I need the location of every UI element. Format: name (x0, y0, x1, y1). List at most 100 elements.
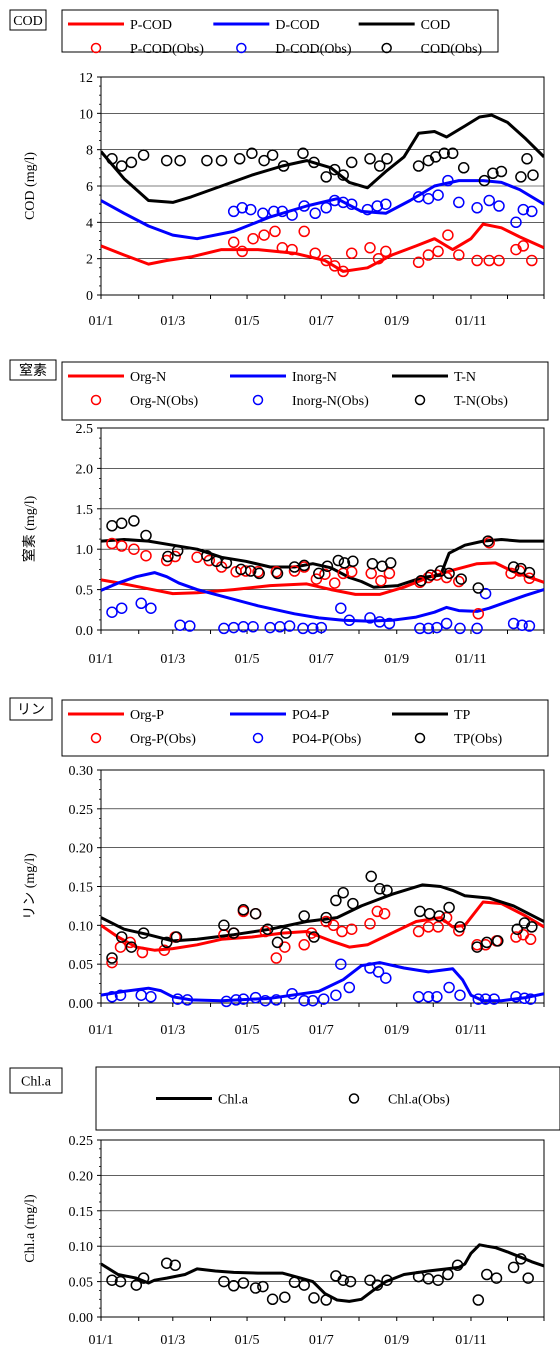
obs-point-org-p-obs- (298, 939, 310, 951)
obs-point-chl-a-obs- (279, 1291, 291, 1303)
obs-point-org-n-obs- (310, 573, 323, 585)
obs-point-p-cod-obs- (493, 254, 505, 267)
obs-point-org-p-obs- (378, 907, 391, 920)
legend-label: Chl.a (218, 1093, 249, 1108)
obs-point-inorg-n-obs- (422, 622, 435, 635)
obs-point-chl-a-obs- (130, 1279, 143, 1291)
y-tick-label: 1.0 (76, 543, 94, 558)
obs-point-p-cod-obs- (236, 245, 248, 258)
legend-label: Inorg-N (292, 370, 337, 385)
obs-point-d-cod-obs- (526, 205, 538, 218)
chart-tag: リン (17, 703, 45, 718)
obs-point-chl-a-obs- (249, 1282, 262, 1294)
obs-point-p-cod-obs- (298, 225, 310, 238)
obs-point-tp-obs- (381, 884, 393, 897)
x-tick-label: 01/3 (160, 652, 185, 667)
obs-point-po4-p-obs- (335, 958, 347, 970)
obs-point-t-n-obs- (298, 559, 310, 572)
obs-point-d-cod-obs- (236, 202, 248, 214)
y-axis-title: リン (mg/l) (23, 853, 38, 920)
obs-point-tp-obs- (308, 931, 320, 943)
obs-point-po4-p-obs- (372, 966, 385, 978)
obs-point-org-p-obs- (432, 921, 444, 933)
obs-point-inorg-n-obs- (414, 622, 426, 635)
x-tick-label: 01/3 (160, 1333, 185, 1348)
obs-point-cod-obs- (527, 169, 539, 181)
obs-point-d-cod-obs- (361, 203, 374, 216)
obs-point-po4-p-obs- (317, 993, 330, 1005)
obs-point-chl-a-obs- (237, 1277, 250, 1289)
obs-point-inorg-n-obs- (184, 620, 196, 632)
obs-point-org-p-obs- (259, 925, 272, 938)
obs-point-inorg-n-obs- (516, 619, 528, 631)
x-tick-label: 01/11 (455, 1333, 486, 1348)
obs-point-d-cod-obs- (328, 194, 341, 207)
y-tick-label: 0.10 (69, 1240, 94, 1255)
obs-point-d-cod-obs- (442, 174, 454, 187)
obs-point-p-cod-obs- (258, 229, 270, 241)
obs-point-t-n-obs- (162, 550, 174, 563)
y-tick-label: 0.25 (69, 1134, 94, 1149)
obs-point-t-n-obs- (415, 574, 427, 587)
obs-point-cod-obs- (246, 147, 258, 160)
obs-point-tp-obs- (526, 921, 538, 933)
obs-point-po4-p-obs- (298, 994, 310, 1007)
obs-point-org-n-obs- (422, 571, 435, 584)
obs-point-org-n-obs- (115, 540, 128, 552)
obs-point-tp-obs- (298, 910, 310, 922)
obs-point-po4-p-obs- (237, 993, 250, 1005)
y-tick-label: 0.00 (69, 997, 94, 1012)
obs-point-inorg-n-obs- (135, 597, 147, 610)
series-line-org-n (101, 561, 544, 596)
y-tick-label: 0.25 (69, 803, 94, 818)
x-tick-label: 01/9 (384, 652, 409, 667)
obs-point-inorg-n-obs- (471, 622, 483, 635)
obs-point-tp-obs- (125, 941, 138, 953)
obs-point-t-n-obs- (434, 565, 447, 577)
obs-point-p-cod-obs- (380, 245, 392, 258)
obs-point-t-n-obs- (472, 582, 485, 594)
obs-point-d-cod-obs- (380, 198, 392, 210)
obs-point-chl-a-obs- (137, 1272, 150, 1284)
obs-point-d-cod-obs- (337, 196, 349, 209)
legend-box (61, 361, 549, 421)
y-axis-title: COD (mg/l) (23, 152, 38, 220)
obs-point-org-p-obs- (158, 944, 171, 956)
obs-point-org-n-obs- (240, 565, 252, 577)
legend-label: Org-N(Obs) (130, 394, 199, 409)
obs-point-tp-obs- (433, 910, 446, 922)
obs-point-cod-obs- (412, 160, 425, 172)
obs-point-chl-a-obs- (381, 1274, 393, 1286)
obs-point-d-cod-obs- (345, 198, 358, 210)
x-tick-label: 01/11 (455, 1023, 486, 1038)
obs-point-tp-obs- (218, 919, 230, 932)
obs-point-d-cod-obs- (471, 202, 483, 214)
obs-point-cod-obs- (515, 171, 527, 183)
legend-label: TP (454, 708, 471, 723)
legend-label: PO4-P(Obs) (292, 732, 362, 747)
x-tick-label: 01/1 (89, 1023, 114, 1038)
obs-point-cod-obs- (364, 153, 376, 165)
obs-point-t-n-obs- (220, 557, 233, 569)
y-tick-label: 1.5 (76, 503, 94, 518)
obs-point-inorg-n-obs- (364, 612, 376, 624)
obs-point-p-cod-obs- (286, 243, 298, 256)
chart-1: 窒素 Org-N Inorg-N T-N Org-N(Obs) Inorg-N(Obs) T… (9, 359, 549, 667)
obs-point-p-cod-obs- (328, 260, 341, 272)
obs-point-org-p-obs- (106, 956, 118, 969)
x-tick-label: 01/9 (384, 314, 409, 329)
x-tick-label: 01/5 (235, 314, 260, 329)
obs-point-chl-a-obs- (515, 1253, 527, 1265)
x-tick-label: 01/7 (309, 1023, 334, 1038)
obs-point-p-cod-obs- (412, 256, 425, 269)
obs-point-po4-p-obs- (431, 991, 443, 1003)
obs-point-cod-obs- (160, 154, 173, 167)
obs-point-cod-obs- (487, 167, 499, 180)
obs-point-chl-a-obs- (298, 1279, 310, 1291)
legend-label: Chl.a(Obs) (388, 1093, 450, 1108)
obs-point-tp-obs- (160, 936, 173, 949)
obs-point-cod-obs- (438, 147, 450, 160)
obs-point-cod-obs- (106, 153, 118, 165)
obs-point-p-cod-obs- (337, 265, 349, 278)
